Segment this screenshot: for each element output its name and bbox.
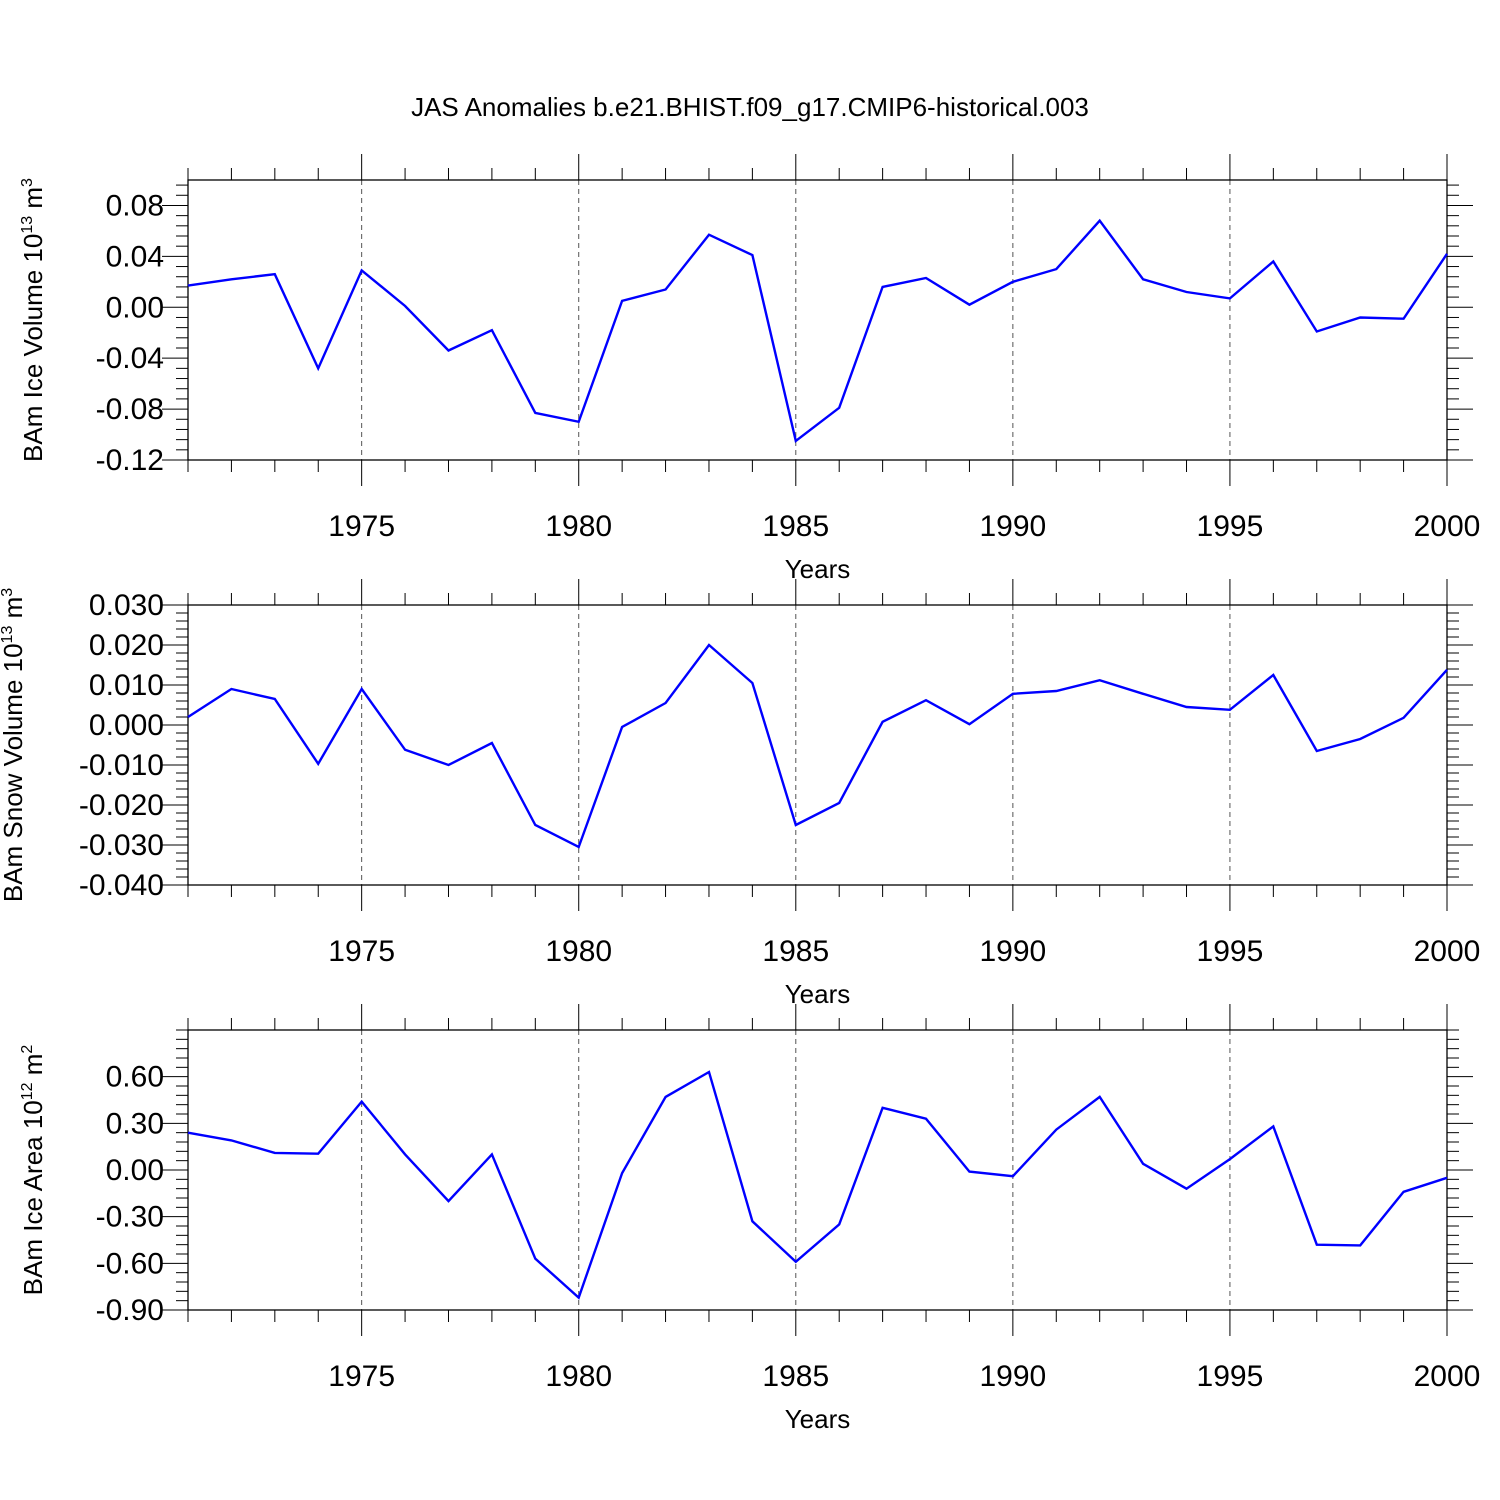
plot-frame [187, 1029, 1448, 1311]
y-axis-label: BAm Snow Volume 1013 m3 [0, 588, 28, 902]
y-tick-label: 0.60 [106, 1061, 164, 1094]
y-tick-label: 0.020 [89, 629, 164, 662]
x-tick-label-1975: 1975 [328, 1360, 395, 1393]
panels: -0.12 -0.08 -0.04 0.00 0.04 0.08 1975 1980 1985 1… [0, 154, 1480, 1434]
x-tick-label-1995: 1995 [1197, 935, 1264, 968]
plot-frame [187, 179, 1448, 461]
x-tick-label-1985: 1985 [762, 935, 829, 968]
y-tick-label: -0.010 [79, 749, 164, 782]
y-tick-label: -0.040 [79, 869, 164, 902]
x-tick-label-1975: 1975 [328, 510, 395, 543]
y-tick-label: -0.08 [96, 393, 164, 426]
figure-title: JAS Anomalies b.e21.BHIST.f09_g17.CMIP6-… [411, 92, 1089, 122]
x-tick-label-1990: 1990 [979, 935, 1046, 968]
y-tick-label: 0.30 [106, 1107, 164, 1140]
x-tick-label-2000: 2000 [1414, 1360, 1481, 1393]
y-tick-label: -0.04 [96, 342, 164, 375]
y-tick-label: 0.00 [106, 291, 164, 324]
y-tick-label: 0.000 [89, 709, 164, 742]
y-tick-label: -0.12 [96, 444, 164, 477]
x-tick-label-1980: 1980 [545, 935, 612, 968]
chart-panel-3: -0.90 -0.60 -0.30 0.00 0.30 0.60 1975 1980 1985 1… [18, 1004, 1480, 1434]
series-line-1 [187, 1070, 1448, 1300]
y-tick-label: -0.90 [96, 1294, 164, 1327]
chart-panel-1: -0.12 -0.08 -0.04 0.00 0.04 0.08 1975 1980 1985 1… [18, 154, 1480, 584]
series-line-1 [187, 643, 1448, 849]
x-tick-label-1995: 1995 [1197, 510, 1264, 543]
series-line-1 [187, 218, 1448, 443]
x-tick-label-1985: 1985 [762, 510, 829, 543]
y-axis-label: BAm Ice Area 1012 m2 [18, 1045, 48, 1296]
y-tick-label: 0.030 [89, 589, 164, 622]
chart-panel-2: -0.040 -0.030 -0.020 -0.010 0.000 0.010 0.020 0… [0, 579, 1480, 1009]
y-tick-label: 0.00 [106, 1154, 164, 1187]
y-tick-label: 0.010 [89, 669, 164, 702]
x-tick-label-1990: 1990 [979, 1360, 1046, 1393]
y-tick-label: -0.030 [79, 829, 164, 862]
x-tick-label-1990: 1990 [979, 510, 1046, 543]
plot-frame [187, 604, 1448, 886]
x-axis-label: Years [785, 554, 851, 584]
x-tick-label-1980: 1980 [545, 1360, 612, 1393]
y-tick-label: 0.04 [106, 240, 164, 273]
y-tick-label: 0.08 [106, 189, 164, 222]
x-tick-label-1995: 1995 [1197, 1360, 1264, 1393]
x-tick-label-1980: 1980 [545, 510, 612, 543]
x-tick-label-1985: 1985 [762, 1360, 829, 1393]
y-axis-label: BAm Ice Volume 1013 m3 [18, 178, 48, 462]
x-axis-label: Years [785, 979, 851, 1009]
x-tick-label-2000: 2000 [1414, 935, 1481, 968]
y-tick-label: -0.30 [96, 1201, 164, 1234]
y-tick-label: -0.60 [96, 1247, 164, 1280]
y-tick-label: -0.020 [79, 789, 164, 822]
x-axis-label: Years [785, 1404, 851, 1434]
x-tick-label-2000: 2000 [1414, 510, 1481, 543]
x-tick-label-1975: 1975 [328, 935, 395, 968]
